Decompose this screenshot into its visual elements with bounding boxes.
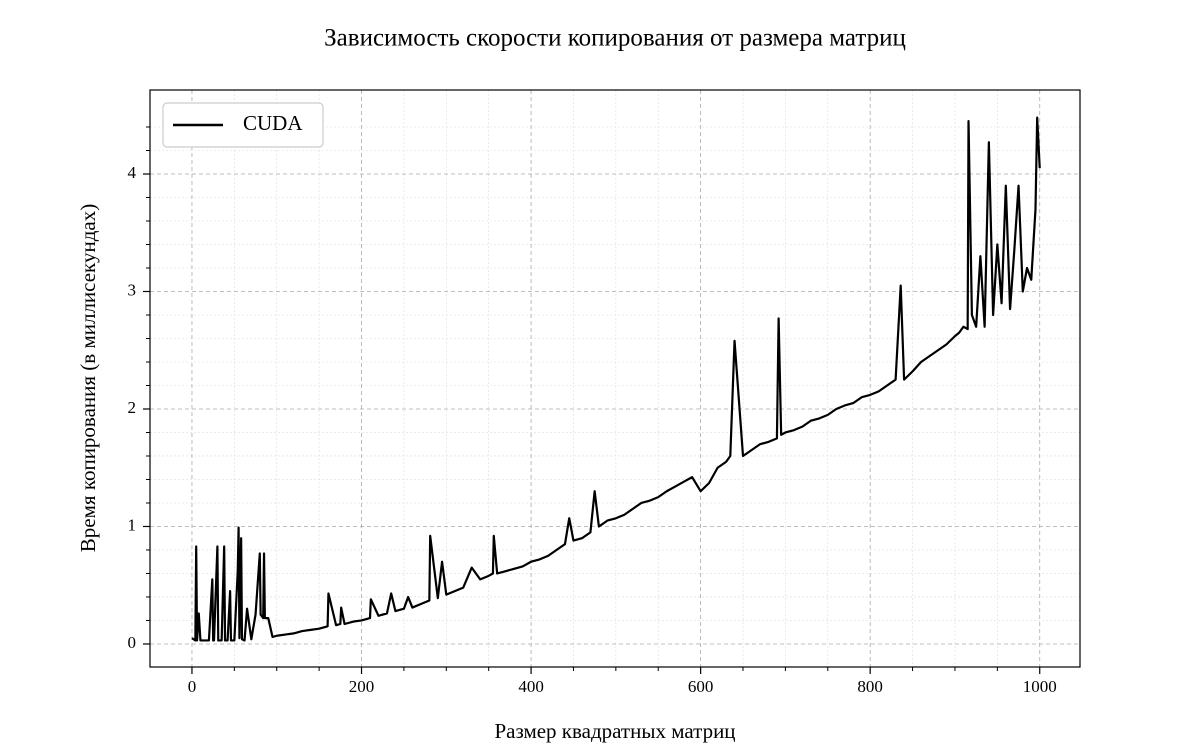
- y-axis-label: Время копирования (в миллисекундах): [76, 204, 100, 552]
- y-tick-label: 1: [128, 515, 137, 534]
- x-tick-label: 0: [188, 677, 197, 696]
- data-line: [191, 116, 1041, 642]
- plot-frame: [149, 89, 1081, 668]
- x-tick-label: 800: [857, 677, 883, 696]
- x-tick-label: 400: [518, 677, 544, 696]
- y-tick-label: 0: [128, 633, 137, 652]
- x-tick-label: 200: [349, 677, 375, 696]
- chart-title: Зависимость скорости копирования от разм…: [324, 25, 906, 52]
- x-tick-label: 600: [688, 677, 714, 696]
- x-axis-label: Размер квадратных матриц: [494, 719, 735, 743]
- legend-box: [162, 102, 324, 148]
- y-tick-label: 3: [128, 280, 137, 299]
- legend-label: CUDA: [243, 111, 303, 135]
- y-tick-label: 2: [128, 398, 137, 417]
- y-tick-label: 4: [128, 163, 137, 182]
- x-tick-label: 1000: [1023, 677, 1057, 696]
